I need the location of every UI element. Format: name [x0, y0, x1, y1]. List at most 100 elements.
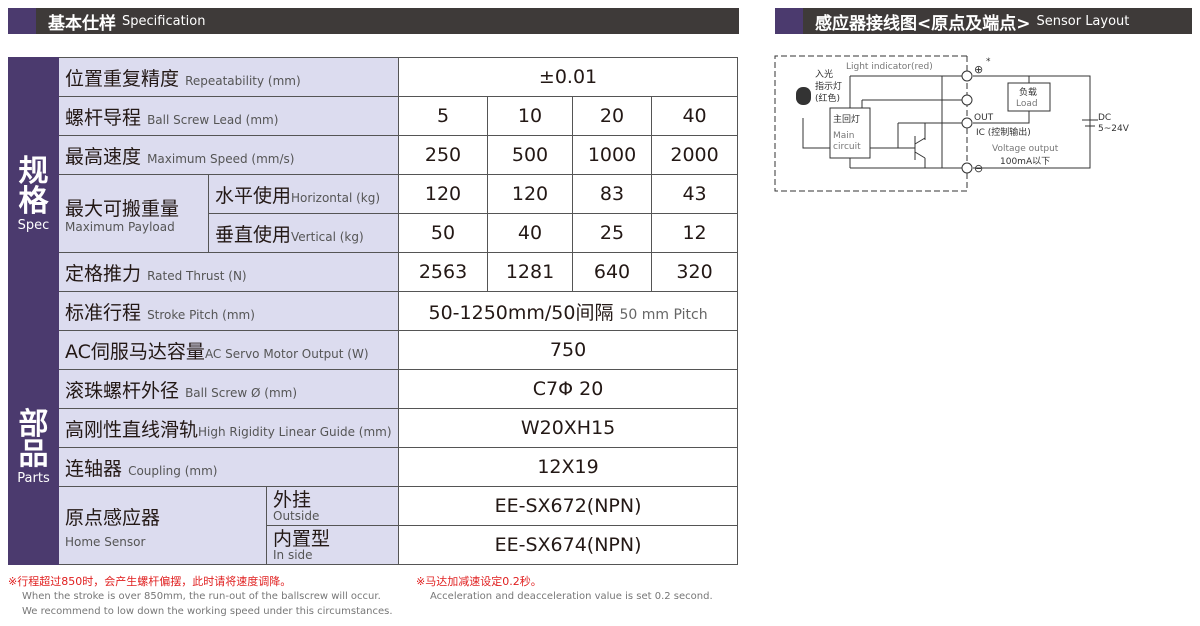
groups-spec-zh: 规格 — [18, 153, 49, 219]
diagram-load_en: Load — [1016, 99, 1038, 109]
rows-home-zh: 原点感应器 — [65, 507, 161, 529]
rows-payload-horizontal-zh: 水平使用 — [215, 184, 292, 207]
rows-coupling-en: Coupling (mm) — [128, 463, 218, 478]
table-cell: 螺杆导程 Ball Screw Lead (mm) — [57, 96, 400, 136]
rows-speed-en: Maximum Speed (mm/s) — [147, 151, 295, 166]
rows-coupling-value: 12X19 — [398, 447, 739, 487]
group-spec: 规格 Spec — [8, 57, 59, 331]
rows-payload-horizontal-values-1: 120 — [487, 174, 574, 214]
rows-repeat-value: ±0.01 — [398, 57, 739, 97]
diagram-load_zh: 负载 — [1019, 86, 1037, 98]
table-row: 垂直使用Vertical (kg) 50 40 25 12 — [9, 213, 739, 253]
table-row: 标准行程 Stroke Pitch (mm) 50-1250mm/50间隔 50… — [9, 291, 739, 331]
rows-stroke-zh: 标准行程 — [65, 301, 142, 324]
rows-screw-en: Ball Screw Ø (mm) — [185, 385, 298, 400]
rows-home-outside-value: EE-SX672(NPN) — [398, 486, 739, 526]
rows-speed-zh: 最高速度 — [65, 145, 142, 168]
table-cell: 滚珠螺杆外径 Ball Screw Ø (mm) — [57, 369, 400, 409]
table-cell: 定格推力 Rated Thrust (N) — [57, 252, 400, 292]
rows-screw-zh: 滚珠螺杆外径 — [65, 379, 180, 402]
rows-stroke-en: Stroke Pitch (mm) — [147, 307, 255, 322]
note-accel-en: Acceleration and deacceleration value is… — [430, 591, 713, 602]
rows-home-outside-zh: 外挂 — [273, 488, 312, 511]
table-row: 最高速度 Maximum Speed (mm/s) 250 500 1000 2000 — [9, 135, 739, 175]
table-row: 定格推力 Rated Thrust (N) 2563 1281 640 320 — [9, 252, 739, 292]
rows-guide-en: High Rigidity Linear Guide (mm) — [198, 424, 392, 439]
group-parts: 部品 Parts — [8, 330, 59, 565]
table-cell: 连轴器 Coupling (mm) — [57, 447, 400, 487]
table-cell: AC伺服马达容量AC Servo Motor Output (W) — [57, 330, 400, 370]
diagram-ic: IC (控制输出) — [976, 126, 1031, 138]
rows-stroke-value_en: 50 mm Pitch — [619, 306, 708, 323]
rows-repeat-en: Repeatability (mm) — [185, 73, 301, 88]
table-cell: 标准行程 Stroke Pitch (mm) — [57, 291, 400, 331]
rows-payload-horizontal-values-3: 43 — [651, 174, 739, 214]
rows-thrust-en: Rated Thrust (N) — [147, 268, 247, 283]
rows-thrust-values-3: 320 — [651, 252, 739, 292]
rows-speed-values-2: 1000 — [572, 135, 653, 175]
rows-guide-value: W20XH15 — [398, 408, 739, 448]
table-cell: 内置型 In side — [265, 525, 400, 565]
table-cell: 高刚性直线滑轨High Rigidity Linear Guide (mm) — [57, 408, 400, 448]
diagram-volt: 5~24V — [1098, 124, 1130, 134]
table-cell: 最高速度 Maximum Speed (mm/s) — [57, 135, 400, 175]
diagram-main_zh: 主回灯 — [833, 113, 860, 125]
diagram-main_en1: Main — [833, 131, 855, 141]
diagram-plus: ⊕ — [974, 63, 983, 76]
rows-speed-values-0: 250 — [398, 135, 489, 175]
rows-thrust-values-1: 1281 — [487, 252, 574, 292]
rows-guide-zh: 高刚性直线滑轨 — [65, 418, 199, 441]
rows-thrust-values-0: 2563 — [398, 252, 489, 292]
table-cell: 位置重复精度 Repeatability (mm) — [57, 57, 400, 97]
spec-header-en: Specification — [122, 13, 206, 29]
diagram-dc: DC — [1098, 113, 1111, 123]
spec-header-zh: 基本仕样 — [48, 13, 116, 34]
table-row: 内置型 In side EE-SX674(NPN) — [9, 525, 739, 565]
diagram-main_en2: circuit — [833, 142, 861, 152]
rows-thrust-zh: 定格推力 — [65, 262, 142, 285]
rows-payload-vertical-values-3: 12 — [651, 213, 739, 253]
rows-payload-vertical-values-0: 50 — [398, 213, 489, 253]
note-accel: ※马达加减速设定0.2秒。 — [416, 575, 542, 588]
rows-home-inside-en: In side — [273, 547, 313, 562]
table-row: 规格 Spec 位置重复精度 Repeatability (mm) ±0.01 — [8, 57, 739, 331]
table-cell: 垂直使用Vertical (kg) — [207, 213, 400, 253]
rows-lead-values-1: 10 — [487, 96, 574, 136]
note-stroke-en1: When the stroke is over 850mm, the run-o… — [22, 591, 381, 602]
rows-payload-zh: 最大可搬重量 — [65, 198, 180, 220]
diagram-star: * — [986, 57, 991, 67]
rows-speed-values-3: 2000 — [651, 135, 739, 175]
diagram-out: OUT — [974, 113, 994, 123]
rows-payload-vertical-en: Vertical (kg) — [291, 229, 364, 244]
rows-payload-vertical-zh: 垂直使用 — [215, 223, 292, 246]
rows-lead-en: Ball Screw Lead (mm) — [147, 112, 279, 127]
rows-thrust-values-2: 640 — [572, 252, 653, 292]
rows-speed-values-1: 500 — [487, 135, 574, 175]
table-cell: 原点感应器 Home Sensor — [58, 486, 267, 565]
rows-repeat-zh: 位置重复精度 — [65, 67, 180, 90]
rows-payload-en: Maximum Payload — [65, 220, 175, 234]
rows-motor-value: 750 — [398, 330, 739, 370]
table-cell: 50-1250mm/50间隔 50 mm Pitch — [398, 291, 739, 331]
rows-home-inside-zh: 内置型 — [273, 527, 331, 550]
table-row: 最大可搬重量 Maximum Payload 水平使用Horizontal (kg… — [9, 174, 739, 253]
table-row: 连轴器 Coupling (mm) 12X19 — [9, 447, 739, 487]
note-stroke: ※行程超过850时，会产生螺杆偏摆，此时请将速度调降。 — [8, 575, 292, 588]
groups-parts-en: Parts — [17, 471, 50, 486]
sensor-header-en: Sensor Layout — [1036, 13, 1130, 29]
spec-table: 规格 Spec 位置重复精度 Repeatability (mm) ±0.01 螺… — [8, 57, 739, 565]
table-cell: 最大可搬重量 Maximum Payload — [58, 174, 209, 253]
diagram-light_zh3: (红色) — [815, 92, 840, 104]
sensor-header: 感应器接线图<原点及端点> Sensor Layout — [775, 8, 1192, 34]
table-row: 原点感应器 Home Sensor 外挂 Outside EE-SX672(NPN) — [9, 486, 739, 565]
table-cell: 水平使用Horizontal (kg) — [207, 174, 400, 214]
groups-parts-zh: 部品 — [18, 407, 49, 472]
rows-coupling-zh: 连轴器 — [65, 457, 123, 480]
diagram-minus: ⊖ — [974, 162, 983, 175]
rows-payload-horizontal-values-0: 120 — [398, 174, 489, 214]
diagram-vout: Voltage output — [992, 144, 1059, 154]
rows-lead-values-0: 5 — [398, 96, 489, 136]
diagram-current: 100mA以下 — [1000, 157, 1050, 167]
sensor-header-zh: 感应器接线图<原点及端点> — [815, 13, 1031, 34]
